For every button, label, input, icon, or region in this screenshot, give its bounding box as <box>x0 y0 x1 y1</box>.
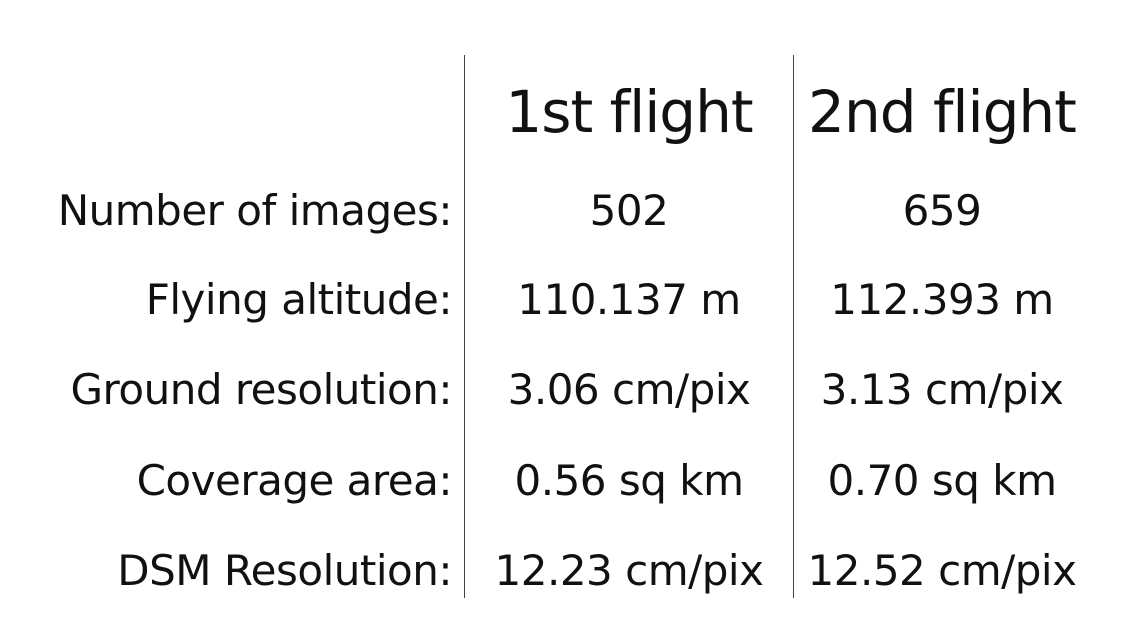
row-label: DSM Resolution: <box>117 546 452 595</box>
value-1st-flight: 110.137 m <box>517 275 741 324</box>
table-row-flying-altitude: Flying altitude: 110.137 m 112.393 m <box>0 270 1138 330</box>
table-row-ground-resolution: Ground resolution: 3.06 cm/pix 3.13 cm/p… <box>0 360 1138 420</box>
row-label: Number of images: <box>57 186 453 235</box>
value-1st-flight: 12.23 cm/pix <box>494 546 764 595</box>
value-1st-flight: 502 <box>589 186 669 235</box>
row-label: Coverage area: <box>136 456 453 505</box>
value-2nd-flight: 659 <box>902 186 982 235</box>
value-1st-flight: 3.06 cm/pix <box>507 365 751 414</box>
value-1st-flight: 0.56 sq km <box>514 456 745 505</box>
value-2nd-flight: 112.393 m <box>830 275 1054 324</box>
value-2nd-flight: 3.13 cm/pix <box>820 365 1064 414</box>
header-2nd-flight: 2nd flight <box>808 78 1077 146</box>
header-1st-flight: 1st flight <box>505 78 753 146</box>
column-divider-1 <box>464 55 465 598</box>
value-2nd-flight: 12.52 cm/pix <box>807 546 1077 595</box>
table-row-number-of-images: Number of images: 502 659 <box>0 181 1138 241</box>
value-2nd-flight: 0.70 sq km <box>827 456 1058 505</box>
column-divider-2 <box>793 55 794 598</box>
row-label: Flying altitude: <box>145 275 453 324</box>
table-row-coverage-area: Coverage area: 0.56 sq km 0.70 sq km <box>0 451 1138 511</box>
table-row-dsm-resolution: DSM Resolution: 12.23 cm/pix 12.52 cm/pi… <box>0 541 1138 601</box>
row-label: Ground resolution: <box>70 365 453 414</box>
